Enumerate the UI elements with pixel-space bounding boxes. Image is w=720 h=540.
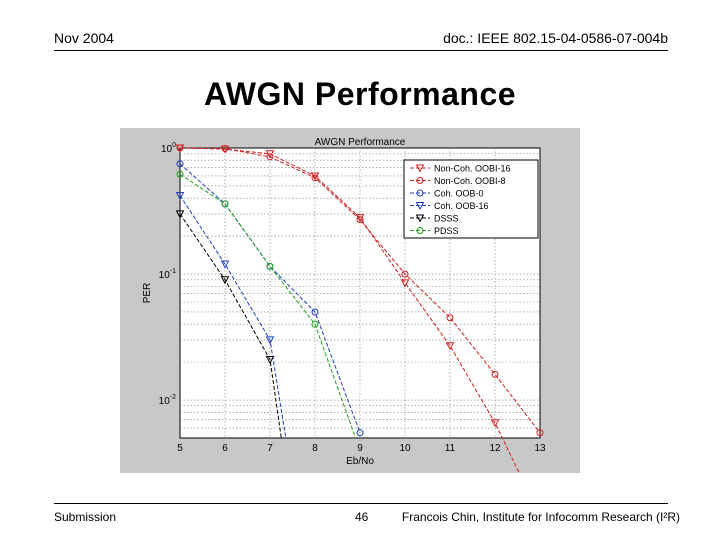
y-axis-label: PER [142,283,153,304]
data-point [265,355,275,365]
data-point [416,189,424,197]
data-point [446,314,454,322]
legend-label: DSSS [434,214,459,224]
footer-author: Francois Chin, Institute for Infocomm Re… [401,510,680,524]
data-point [220,145,230,154]
data-point [415,214,425,223]
data-point [311,320,319,328]
x-tick-label: 12 [489,443,501,454]
data-point [491,370,499,378]
legend-entry: Non-Coh. OOBI-16 [410,164,511,174]
x-tick-label: 10 [399,443,411,454]
data-point [175,210,185,219]
header-doc-id: doc.: IEEE 802.15-04-0586-07-004b [443,30,668,46]
legend-label: PDSS [434,226,459,236]
data-point [356,216,364,224]
data-point [400,279,410,288]
y-tick-label: 100 [161,142,176,155]
data-point [536,429,544,437]
series-line [179,213,282,439]
page-number: 46 [355,510,369,524]
data-point [221,145,229,153]
series-1 [175,144,520,473]
y-tick-label: 10-2 [159,394,176,407]
data-point [220,260,230,269]
legend-entry: Non-Coh. OOBI-8 [410,176,506,186]
series-2 [176,144,544,437]
legend-items: Non-Coh. OOBI-16 Non-Coh. OOBI-8 Coh. OOB-… [410,164,511,236]
tick-layer: 5 6 7 8 9 10 11 12 13 100 10-1 10-2 [159,142,546,454]
chart-svg: 5 6 7 8 9 10 11 12 13 100 10-1 10-2 AWGN Performanc… [120,128,580,473]
legend-label: Non-Coh. OOBI-16 [434,164,511,174]
data-point [311,174,319,182]
chart-title: AWGN Performance [315,137,406,148]
chart-figure: 5 6 7 8 9 10 11 12 13 100 10-1 10-2 AWGN Performanc… [120,128,580,473]
x-tick-label: 11 [445,443,456,454]
legend-entry: DSSS [410,214,459,224]
x-tick-label: 13 [534,443,546,454]
slide-title: AWGN Performance [203,76,517,112]
data-point [401,270,409,278]
data-point [490,419,500,428]
x-tick-label: 6 [222,443,228,454]
x-tick-label: 8 [312,443,318,454]
data-point [415,164,425,173]
series-5 [175,210,282,439]
x-tick-label: 5 [177,443,183,454]
data-point [176,160,184,168]
series-layer [175,144,544,473]
data-point [175,191,185,201]
data-point [445,342,455,351]
data-point [416,227,424,234]
data-point [176,144,184,152]
footer-divider [54,503,668,504]
header-divider [54,50,668,51]
data-point [310,172,320,181]
x-tick-label: 7 [267,443,273,454]
series-6 [176,170,356,439]
data-point [265,336,275,345]
chart-legend: Non-Coh. OOBI-16 Non-Coh. OOBI-8 Coh. OOB-… [403,159,539,239]
y-tick-label: 10-1 [159,268,176,281]
data-point [266,153,274,161]
header-date: Nov 2004 [54,30,114,46]
data-point [221,200,229,208]
data-point [356,429,364,437]
legend-label: Coh. OOB-0 [434,189,484,199]
series-line [179,147,520,473]
data-point [176,170,184,178]
legend-label: Coh. OOB-16 [434,201,489,211]
legend-box [403,159,539,239]
data-point [415,202,425,211]
series-line [179,147,541,434]
series-4 [175,191,287,439]
legend-entry: PDSS [410,226,459,236]
x-tick-label: 9 [357,443,363,454]
data-point [416,177,424,184]
legend-entry: Coh. OOB-16 [410,201,489,211]
footer-submission: Submission [54,510,117,524]
legend-entry: Coh. OOB-0 [410,189,484,199]
data-point [311,308,319,316]
grid-layer [180,148,540,438]
data-point [220,276,230,285]
data-point [266,262,274,270]
series-line [179,195,287,439]
legend-label: Non-Coh. OOBI-8 [434,176,506,186]
x-axis-label: Eb/No [346,456,374,467]
